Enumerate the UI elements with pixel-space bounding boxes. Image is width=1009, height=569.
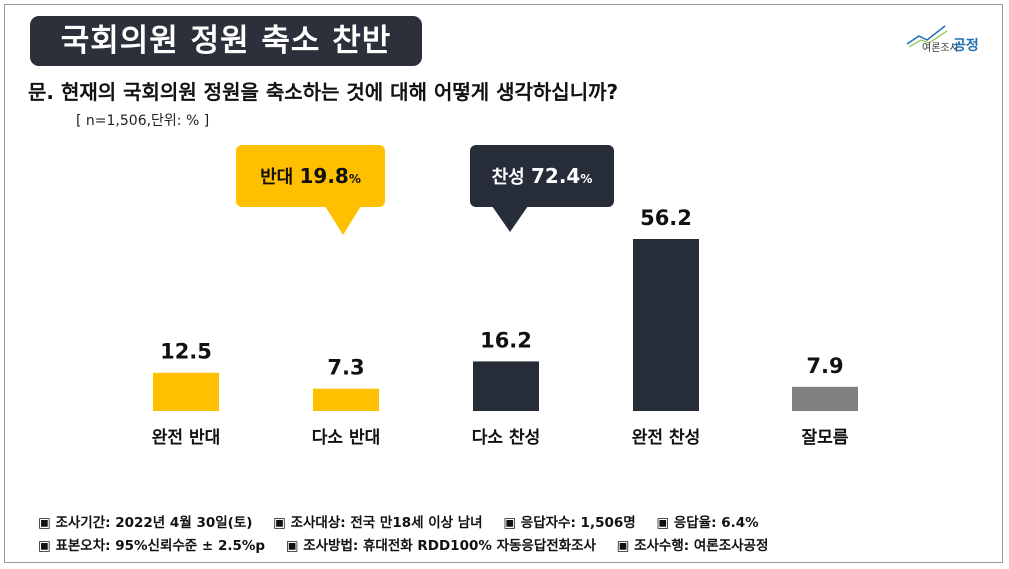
callout-pointer-2 [492, 206, 528, 232]
slide-frame [4, 4, 1003, 563]
bar-2 [313, 388, 379, 411]
category-label-5: 잘모름 [802, 427, 849, 448]
logo-small-text: 여론조사 [922, 43, 959, 54]
footer-response-rate: ▣ 응답율: 6.4% [656, 515, 759, 531]
logo-chart-icon [906, 25, 948, 48]
footer-period: ▣ 조사기간: 2022년 4월 30일(토) [38, 515, 253, 531]
footer-error-margin: ▣ 표본오차: 95%신뢰수준 ± 2.5%p [38, 538, 266, 554]
sample-note: [ n=1,506,단위: % ] [76, 113, 210, 129]
bar-value-label-2: 7.3 [327, 356, 364, 380]
footer-line-1: ▣ 조사기간: 2022년 4월 30일(토) ▣ 조사대상: 전국 만18세 … [38, 511, 775, 531]
survey-question: 문. 현재의 국회의원 정원을 축소하는 것에 대해 어떻게 생각하십니까? [28, 80, 619, 104]
footer-respondents: ▣ 응답자수: 1,506명 [503, 515, 636, 531]
callout-pointer-1 [325, 206, 361, 235]
callout-box-2 [470, 145, 614, 207]
category-label-3: 다소 찬성 [472, 428, 540, 448]
bar-value-label-4: 56.2 [640, 206, 692, 230]
page-title: 국회의원 정원 축소 찬반 [60, 23, 392, 59]
bar-value-label-1: 12.5 [160, 340, 212, 364]
category-label-4: 완전 찬성 [632, 428, 700, 448]
bar-5 [792, 386, 858, 411]
category-label-2: 다소 반대 [312, 428, 380, 448]
callout-box-1 [236, 145, 385, 207]
bar-value-label-3: 16.2 [480, 328, 532, 352]
callout-text-1: 반대 19.8% [260, 164, 361, 188]
footer-conductor: ▣ 조사수행: 여론조사공정 [616, 538, 769, 554]
callout-text-2: 찬성 72.4% [492, 164, 593, 188]
footer-method: ▣ 조사방법: 휴대전화 RDD100% 자동응답전화조사 [285, 538, 596, 554]
logo-main-text: 공정 [953, 38, 979, 54]
bar-3 [473, 361, 539, 411]
bar-value-label-5: 7.9 [806, 354, 843, 378]
title-banner [30, 16, 422, 66]
category-label-1: 완전 반대 [152, 428, 220, 448]
bar-1 [153, 372, 219, 411]
footer-target: ▣ 조사대상: 전국 만18세 이상 남녀 [273, 515, 483, 531]
bar-4 [633, 239, 699, 411]
footer-line-2: ▣ 표본오차: 95%신뢰수준 ± 2.5%p ▣ 조사방법: 휴대전화 RDD… [38, 534, 784, 554]
